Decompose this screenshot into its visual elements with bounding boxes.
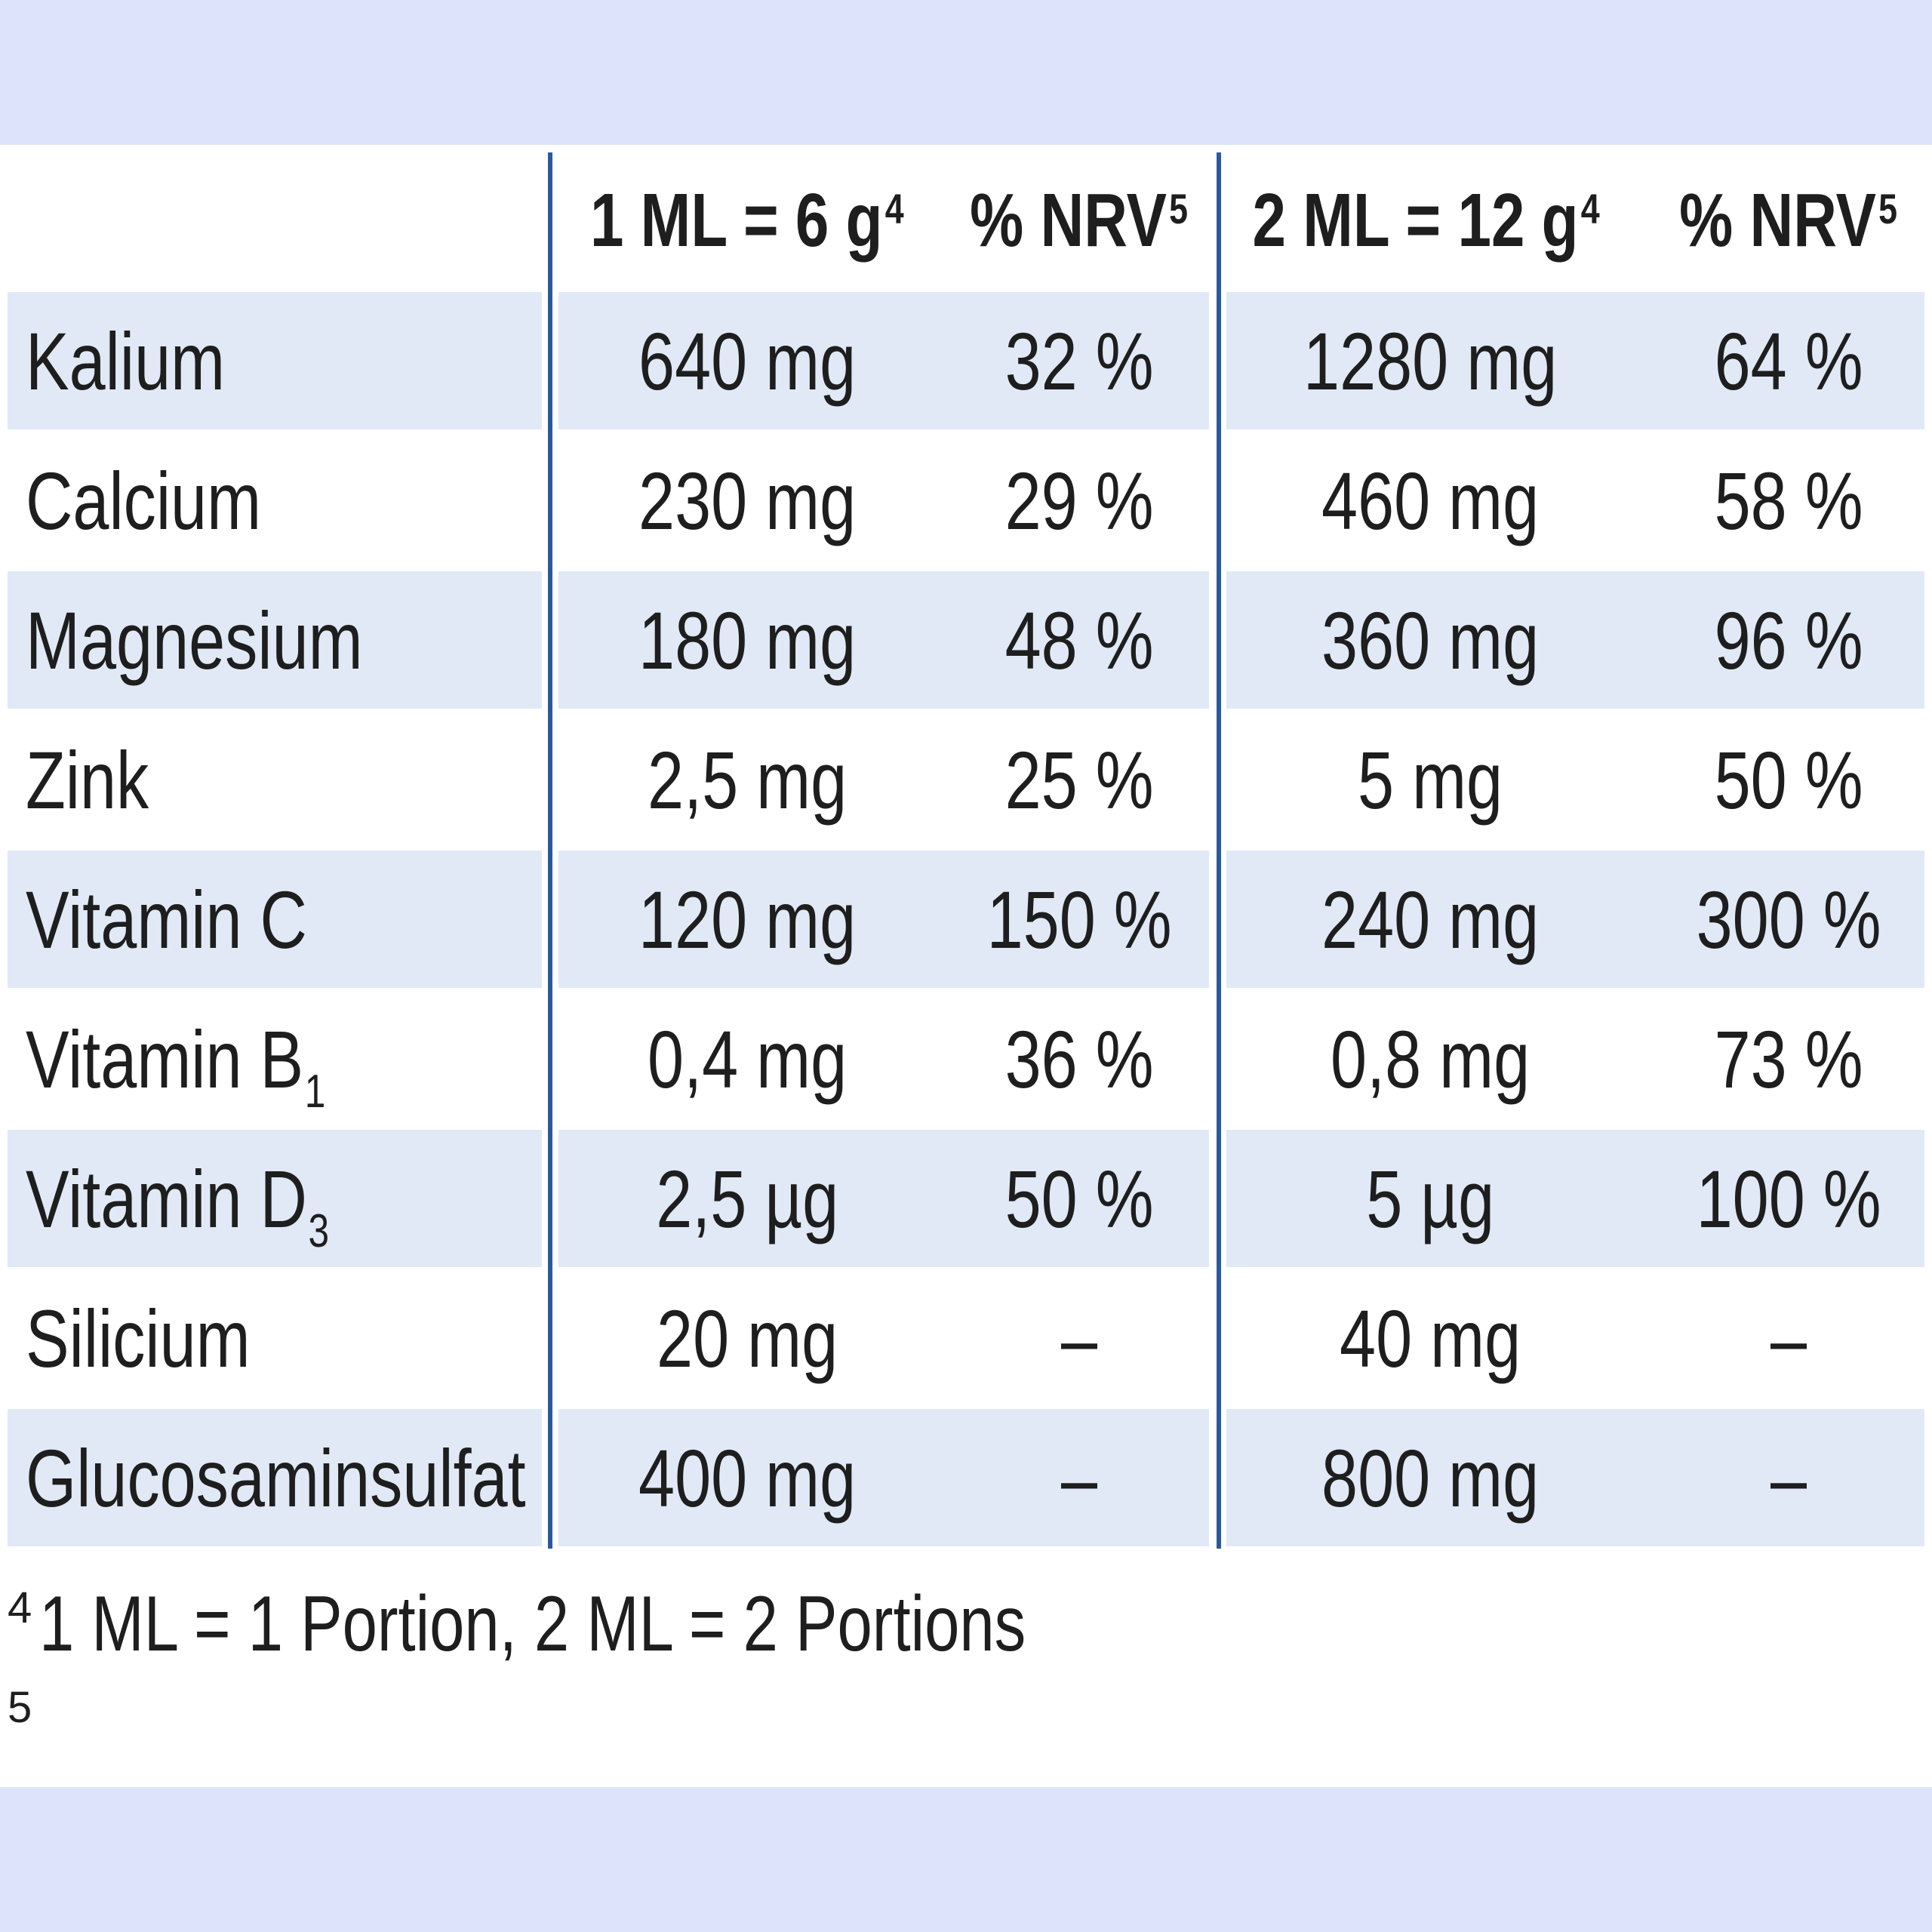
footnote-5: 5 <box>8 1662 39 1752</box>
row-band <box>8 1409 542 1546</box>
row-band <box>8 851 542 988</box>
nrv-2ml: 64 % <box>1714 315 1863 407</box>
nrv-1ml: 50 % <box>1004 1152 1154 1244</box>
row-band <box>8 571 542 709</box>
nutrient-name: Calcium <box>26 454 262 546</box>
table-row: Silicium 20 mg – 40 mg – <box>0 1269 1932 1407</box>
table-row: Vitamin C 120 mg 150 % 240 mg 300 % <box>0 851 1932 988</box>
table-row: Glucosaminsulfat 400 mg – 800 mg – <box>0 1409 1932 1546</box>
nutrient-name: Kalium <box>26 315 226 407</box>
row-band <box>1226 292 1924 429</box>
table-row: Zink 2,5 mg 25 % 5 mg 50 % <box>0 711 1932 848</box>
nrv-1ml: 29 % <box>1004 454 1154 546</box>
amount-1ml: 0,4 mg <box>647 1013 848 1105</box>
amount-1ml: 20 mg <box>656 1292 838 1384</box>
header-col-2ml: 2 ML = 12 g4 <box>1252 177 1601 263</box>
amount-1ml: 640 mg <box>638 315 857 407</box>
nrv-1ml: – <box>1060 1292 1098 1384</box>
row-band <box>1226 1409 1924 1546</box>
table-header-row: 1 ML = 6 g4 % NRV5 2 ML = 12 g4 % NRV5 <box>0 145 1932 288</box>
nutrient-name: Glucosaminsulfat <box>26 1432 526 1524</box>
amount-2ml: 360 mg <box>1321 594 1540 686</box>
nrv-1ml: 32 % <box>1004 315 1154 407</box>
table-row: Vitamin B1 0,4 mg 36 % 0,8 mg 73 % <box>0 990 1932 1128</box>
nrv-2ml: 73 % <box>1714 1013 1863 1105</box>
amount-2ml: 5 µg <box>1366 1152 1494 1244</box>
nutrient-name: Silicium <box>26 1292 251 1384</box>
nutrient-name: Zink <box>26 734 149 826</box>
footnote-4: 4 1 ML = 1 Portion, 2 ML = 2 Portions <box>8 1579 1272 1669</box>
amount-2ml: 5 mg <box>1357 734 1503 826</box>
nrv-2ml: 58 % <box>1714 454 1863 546</box>
nrv-1ml: 150 % <box>986 873 1172 965</box>
amount-2ml: 240 mg <box>1321 873 1540 965</box>
amount-1ml: 120 mg <box>638 873 857 965</box>
column-divider-1 <box>548 152 552 1549</box>
table-row: Kalium 640 mg 32 % 1280 mg 64 % <box>0 292 1932 429</box>
nutrient-name: Vitamin B1 <box>26 1013 326 1118</box>
header-col-nrv-2: % NRV5 <box>1679 177 1898 263</box>
nrv-2ml: – <box>1770 1292 1807 1384</box>
nrv-2ml: 300 % <box>1696 873 1881 965</box>
amount-1ml: 400 mg <box>638 1432 857 1524</box>
amount-2ml: 1280 mg <box>1303 315 1558 407</box>
amount-2ml: 460 mg <box>1321 454 1540 546</box>
row-band <box>8 1130 542 1267</box>
nrv-1ml: 36 % <box>1004 1013 1154 1105</box>
amount-1ml: 2,5 µg <box>656 1152 838 1244</box>
footnote-mark: 4 <box>8 1583 32 1632</box>
header-col-1ml: 1 ML = 6 g4 <box>590 177 904 263</box>
row-band <box>1226 1130 1924 1267</box>
nutrient-name: Vitamin C <box>26 873 307 965</box>
row-band <box>558 571 1209 709</box>
row-band <box>8 292 542 429</box>
nrv-1ml: – <box>1060 1432 1098 1524</box>
column-divider-2 <box>1217 152 1221 1549</box>
footnotes: 4 1 ML = 1 Portion, 2 ML = 2 Portions 5 <box>8 1579 1819 1775</box>
amount-1ml: 230 mg <box>638 454 857 546</box>
table-row: Vitamin D3 2,5 µg 50 % 5 µg 100 % <box>0 1130 1932 1267</box>
nrv-2ml: – <box>1770 1432 1807 1524</box>
table-row: Calcium 230 mg 29 % 460 mg 58 % <box>0 432 1932 569</box>
nrv-2ml: 100 % <box>1696 1152 1881 1244</box>
nrv-1ml: 48 % <box>1004 594 1154 686</box>
row-band <box>1226 851 1924 988</box>
amount-1ml: 180 mg <box>638 594 857 686</box>
nutrient-name: Vitamin D3 <box>26 1152 330 1257</box>
nrv-1ml: 25 % <box>1004 734 1154 826</box>
nutrient-name: Magnesium <box>26 594 363 686</box>
row-band <box>558 292 1209 429</box>
footnote-mark: 5 <box>8 1682 32 1732</box>
nutrition-table-sheet: 1 ML = 6 g4 % NRV5 2 ML = 12 g4 % NRV5 K… <box>0 145 1932 1787</box>
amount-2ml: 800 mg <box>1321 1432 1540 1524</box>
header-col-nrv-1: % NRV5 <box>970 177 1189 263</box>
row-band <box>558 851 1209 988</box>
amount-1ml: 2,5 mg <box>647 734 848 826</box>
amount-2ml: 0,8 mg <box>1330 1013 1531 1105</box>
row-band <box>558 1409 1209 1546</box>
nrv-2ml: 96 % <box>1714 594 1863 686</box>
amount-2ml: 40 mg <box>1339 1292 1521 1384</box>
table-row: Magnesium 180 mg 48 % 360 mg 96 % <box>0 571 1932 709</box>
nrv-2ml: 50 % <box>1714 734 1863 826</box>
footnote-text: 1 ML = 1 Portion, 2 ML = 2 Portions <box>39 1580 1026 1668</box>
row-band <box>1226 571 1924 709</box>
row-band <box>558 1130 1209 1267</box>
